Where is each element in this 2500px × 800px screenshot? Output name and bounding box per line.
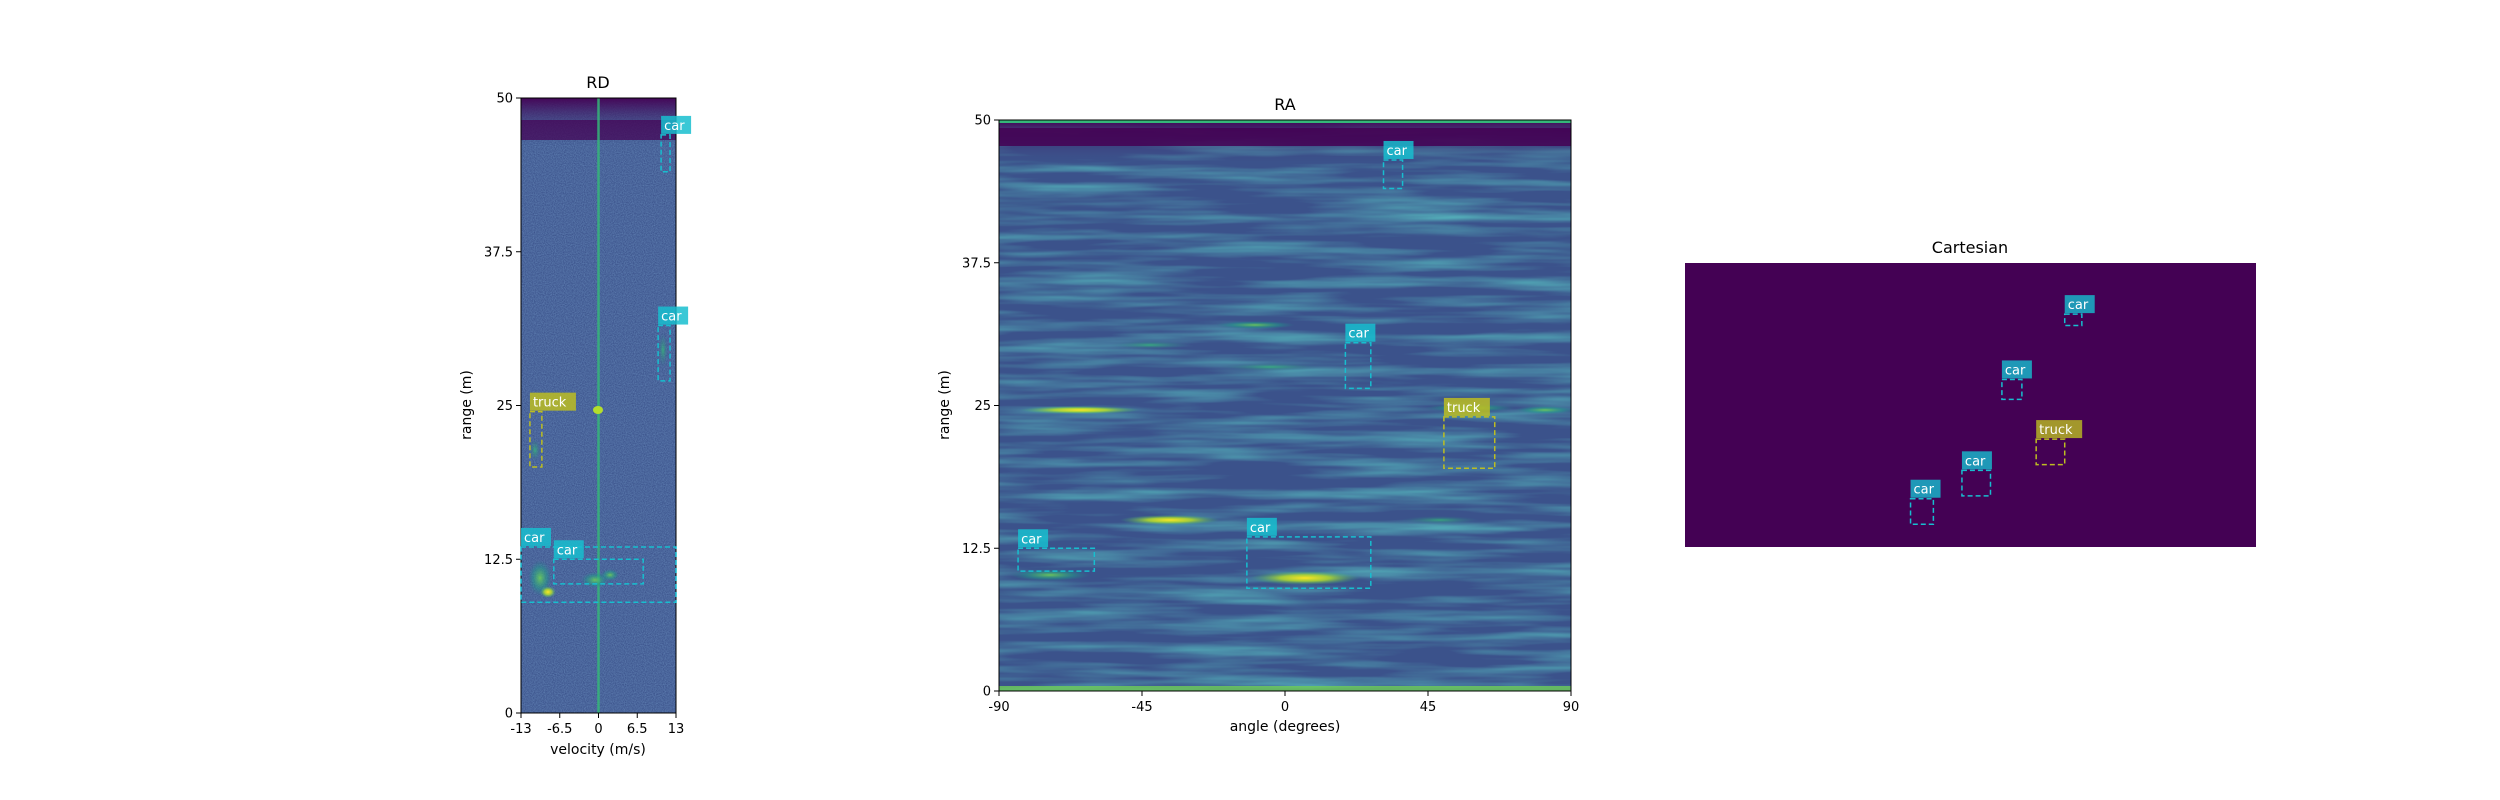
- ra-x-axis: -90 -45 0 45 90: [988, 691, 1579, 715]
- rd-xtick-label: 0: [594, 722, 602, 737]
- ra-ytick-label: 0: [983, 685, 991, 700]
- rd-panel: RD 0 12.5 25 37.5 50 -13 -6.5 0 6.5 13 range (m)…: [459, 73, 692, 758]
- ra-detection-label: truck: [1447, 401, 1481, 416]
- rd-detection-box: [553, 558, 644, 585]
- ra-detection-box: [1017, 547, 1096, 572]
- ra-ytick-label: 25: [974, 399, 991, 414]
- rd-x-axis: -13 -6.5 0 6.5 13: [510, 713, 684, 737]
- rd-detection-label-bg: [661, 115, 692, 134]
- ra-detection-label-bg: [1246, 517, 1277, 536]
- rd-ytick-label: 12.5: [484, 553, 513, 568]
- rd-detection-box: [660, 134, 671, 173]
- ra-detection-box: [1246, 536, 1372, 589]
- rd-detection-label: car: [557, 543, 578, 558]
- rd-title: RD: [586, 73, 609, 92]
- cartesian-detection-label-bg: [1910, 479, 1941, 498]
- rd-ytick-label: 37.5: [484, 245, 513, 260]
- ra-detection-label-bg: [1383, 140, 1414, 159]
- rd-detection-label: truck: [533, 396, 567, 411]
- cartesian-detection-box: [2063, 313, 2083, 327]
- rd-detection-label-bg: [658, 306, 689, 325]
- ra-ylabel: range (m): [937, 370, 953, 440]
- ra-title: RA: [1274, 95, 1295, 114]
- ra-detection-box: [1443, 416, 1496, 470]
- ra-detection-label: car: [1021, 532, 1042, 547]
- cartesian-detection-label: car: [1965, 454, 1986, 469]
- ra-detection-label: car: [1387, 144, 1408, 159]
- rd-ytick-label: 25: [496, 399, 513, 414]
- ra-xlabel: angle (degrees): [1230, 719, 1341, 735]
- rd-detection-label-bg: [553, 540, 584, 559]
- rd-detection-label: car: [524, 531, 545, 546]
- rd-xtick-label: 6.5: [627, 722, 648, 737]
- cartesian-background: [1685, 263, 2256, 547]
- rd-detection-box: [520, 546, 677, 604]
- rd-xlabel: velocity (m/s): [550, 742, 646, 758]
- cartesian-detection-box: [2001, 378, 2023, 401]
- rd-y-axis: 0 12.5 25 37.5 50: [484, 92, 521, 722]
- ra-y-axis: 0 12.5 25 37.5 50: [962, 114, 999, 700]
- ra-ytick-label: 50: [974, 114, 991, 129]
- rd-ytick-label: 50: [496, 92, 513, 107]
- cartesian-detection-label-bg: [2064, 295, 2095, 314]
- rd-detection-label-bg: [521, 527, 551, 546]
- rd-detection-label: car: [661, 310, 682, 325]
- cartesian-detection-label-bg: [2036, 420, 2083, 439]
- cartesian-detection-label: car: [2068, 298, 2089, 313]
- rd-ylabel: range (m): [459, 370, 475, 440]
- ra-detection-label-bg: [1018, 529, 1049, 548]
- ra-ytick-label: 37.5: [962, 256, 991, 271]
- rd-ytick-label: 0: [505, 707, 513, 722]
- rd-heatmap: [521, 98, 676, 713]
- rd-detection-label-bg: [529, 392, 576, 411]
- rd-detection-box: [657, 324, 671, 382]
- rd-detection-box: [529, 410, 543, 468]
- ra-xtick-label: 90: [1563, 700, 1580, 715]
- cartesian-detection-label: car: [2005, 363, 2026, 378]
- cartesian-detection-label-bg: [2001, 360, 2032, 379]
- cartesian-detection-label: car: [1914, 483, 1935, 498]
- cartesian-detection-box: [1909, 497, 1935, 526]
- cartesian-detection-box: [1961, 469, 1992, 497]
- ra-xtick-label: -90: [988, 700, 1009, 715]
- cartesian-detection-label-bg: [1961, 451, 1992, 470]
- ra-detection-label-bg: [1443, 397, 1490, 416]
- ra-detection-label: car: [1250, 521, 1271, 536]
- cartesian-title: Cartesian: [1932, 238, 2008, 257]
- ra-ytick-label: 12.5: [962, 542, 991, 557]
- ra-detection-box: [1382, 159, 1404, 190]
- rd-xtick-label: 13: [668, 722, 685, 737]
- ra-detection-label-bg: [1345, 323, 1376, 342]
- cartesian-detections: car car truck car car: [1909, 295, 2095, 526]
- cartesian-detection-box: [2035, 438, 2066, 466]
- ra-xtick-label: -45: [1131, 700, 1152, 715]
- ra-xtick-label: 45: [1420, 700, 1437, 715]
- rd-xtick-label: -6.5: [547, 722, 572, 737]
- ra-detection-box: [1344, 341, 1372, 390]
- ra-xtick-label: 0: [1281, 700, 1289, 715]
- ra-panel: RA 0 12.5 25 37.5 50 -90 -45 0 45 90 range (m) a…: [937, 95, 1579, 735]
- ra-detection-label: car: [1348, 327, 1369, 342]
- ra-detections: car car truck car car: [1017, 140, 1496, 589]
- cartesian-detection-label: truck: [2039, 423, 2073, 438]
- cartesian-panel: Cartesian car car truck car car: [1685, 238, 2256, 547]
- rd-xtick-label: -13: [510, 722, 531, 737]
- rd-detection-label: car: [664, 119, 685, 134]
